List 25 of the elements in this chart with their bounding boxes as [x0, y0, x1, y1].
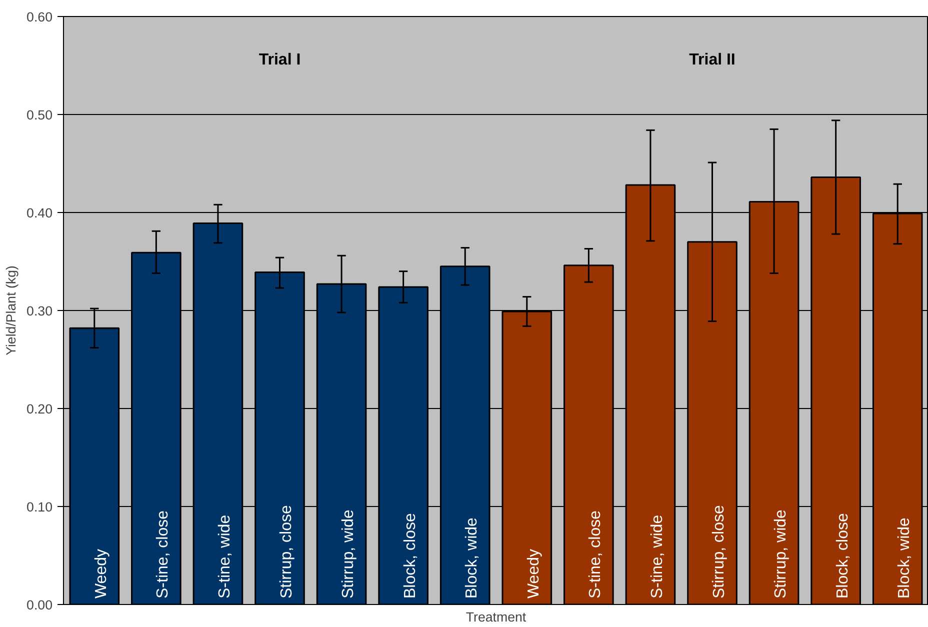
y-tick-label: 0.50: [26, 108, 53, 122]
x-tick-label: S-tine, close: [154, 510, 172, 598]
x-tick-label: S-tine, wide: [216, 514, 234, 598]
y-tick-label: 0.20: [26, 402, 53, 416]
x-tick-label: Weedy: [92, 548, 110, 598]
x-tick-label: Block, close: [834, 513, 852, 598]
x-tick-label: Block, wide: [896, 517, 914, 598]
x-tick-label: Stirrup, close: [710, 505, 728, 598]
y-axis-title: Yield/Plant (kg): [4, 266, 19, 356]
x-tick-label: Stirrup, close: [278, 505, 296, 598]
x-tick-label: S-tine, wide: [648, 514, 666, 598]
x-tick-label: Weedy: [525, 548, 542, 598]
y-tick-label: 0.30: [26, 304, 53, 318]
x-tick-label: S-tine, close: [587, 510, 604, 598]
y-tick-label: 0.40: [26, 206, 53, 220]
x-tick-label: Block, close: [402, 513, 419, 598]
annotation: Trial I: [258, 52, 301, 68]
y-tick-label: 0.00: [26, 598, 53, 612]
x-tick-label: Stirrup, wide: [340, 509, 358, 598]
y-tick-label: 0.10: [26, 500, 53, 514]
annotation: Trial II: [689, 52, 736, 68]
x-axis-title: Treatment: [466, 610, 526, 624]
x-tick-label: Stirrup, wide: [772, 509, 790, 598]
x-tick-label: Block, wide: [464, 517, 481, 598]
y-tick-label: 0.60: [26, 10, 53, 24]
